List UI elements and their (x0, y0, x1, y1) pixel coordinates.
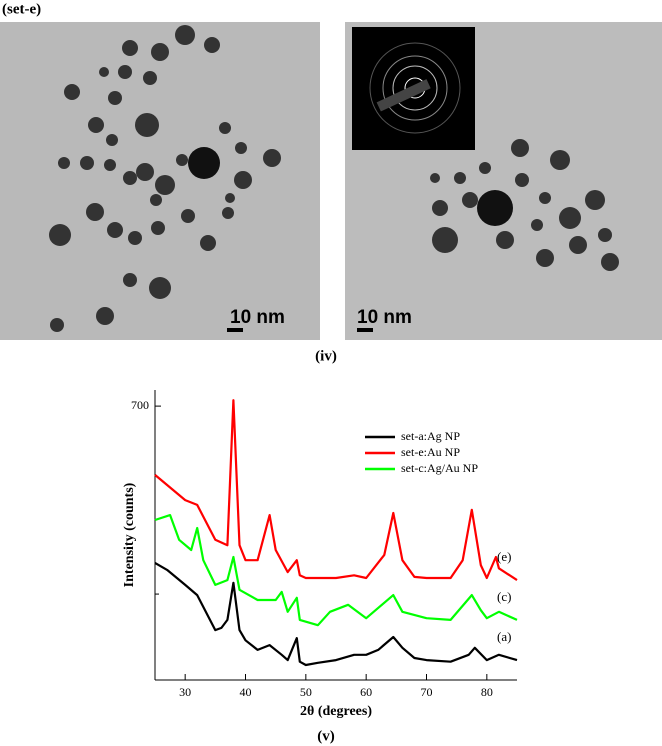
series-line (154, 399, 518, 582)
series-line (154, 561, 518, 667)
curve-label: (a) (497, 629, 511, 644)
figure-label: (set-e) (2, 1, 41, 17)
scale-bar-label: 10 nm (357, 307, 412, 328)
x-tick-label: 80 (481, 685, 493, 699)
legend-label: set-c:Ag/Au NP (401, 461, 478, 475)
x-tick-label: 40 (240, 685, 252, 699)
series-line (154, 514, 518, 627)
x-tick-label: 50 (300, 685, 312, 699)
x-tick-label: 70 (421, 685, 433, 699)
tem-image-right: 10 nm (345, 22, 662, 340)
x-tick-label: 60 (360, 685, 372, 699)
tem-image-left: 10 nm (0, 22, 320, 340)
y-axis-label: Intensity (counts) (122, 482, 137, 587)
curve-label: (e) (497, 549, 511, 564)
scale-bar-label: 10 nm (230, 307, 285, 328)
legend-label: set-e:Au NP (401, 445, 460, 459)
legend-label: set-a:Ag NP (401, 429, 460, 443)
curve-label: (c) (497, 589, 511, 604)
x-tick-label: 30 (179, 685, 191, 699)
panel-caption: (iv) (315, 348, 337, 364)
chart: Intensity (counts) 2θ (degrees) (v) 30 40… (122, 390, 518, 744)
x-axis-label: 2θ (degrees) (300, 704, 372, 719)
y-tick-label: 700 (131, 398, 149, 412)
chart-caption: (v) (317, 728, 335, 744)
